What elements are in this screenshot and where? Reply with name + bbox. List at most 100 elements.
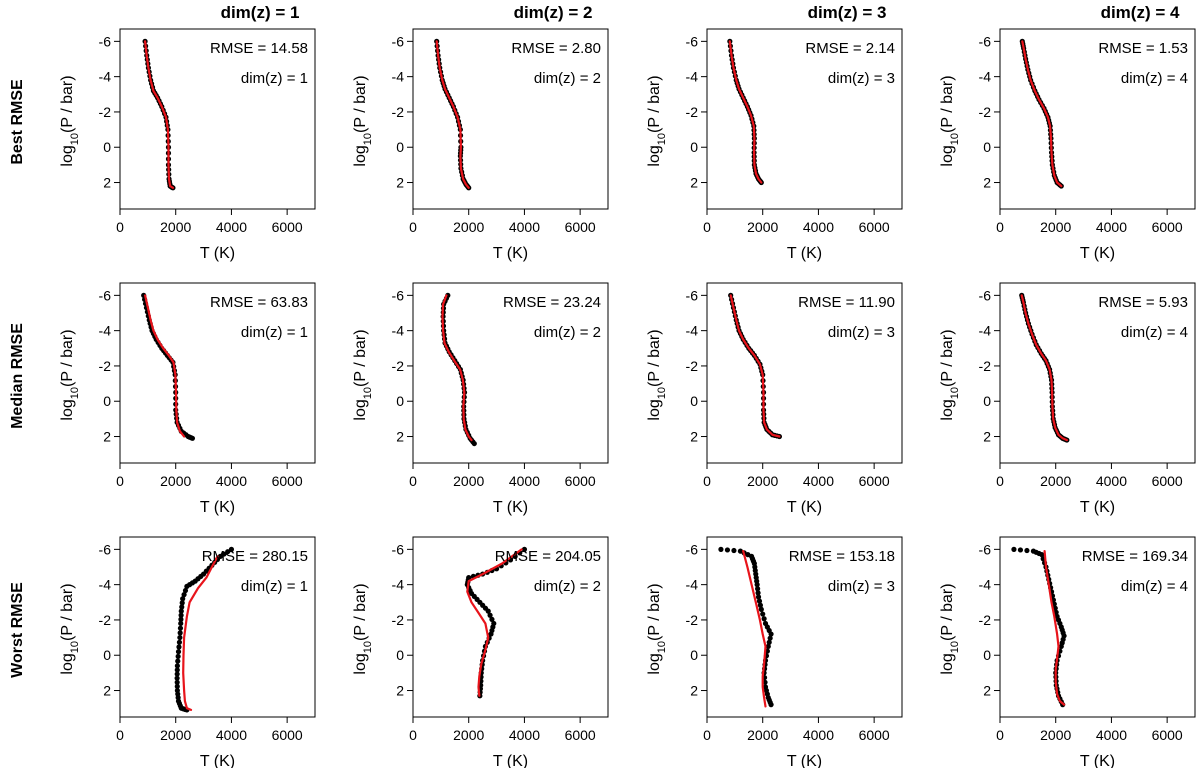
- y-tick-label: -2: [99, 612, 112, 628]
- y-tick-label: 0: [396, 647, 404, 663]
- y-tick-label: -4: [392, 577, 405, 593]
- x-tick-label: 4000: [216, 219, 247, 235]
- y-tick-label: -4: [99, 323, 112, 339]
- plot-frame: [412, 536, 609, 718]
- data-point: [758, 606, 764, 612]
- panel-3-4: -6 -4 -2 0 2 0 2000 4000 6000 T (K) log10(P / bar)…: [939, 536, 1196, 768]
- x-tick-label: 4000: [509, 219, 540, 235]
- y-tick-label: -6: [979, 33, 992, 49]
- y-axis-label-rest: (P / bar): [939, 75, 956, 133]
- rmse-annotation: RMSE = 2.14: [805, 40, 895, 57]
- y-tick-label: -2: [686, 104, 699, 120]
- column-title-3: dim(z) = 3: [808, 3, 887, 22]
- x-tick-label: 0: [116, 473, 124, 489]
- y-tick-label: 2: [103, 175, 111, 191]
- x-axis-label: T (K): [1080, 499, 1115, 516]
- y-tick-label: -6: [99, 541, 112, 557]
- y-tick-label: 0: [983, 647, 991, 663]
- data-points: [440, 292, 477, 447]
- y-axis-label-main: log: [939, 399, 956, 420]
- x-tick-label: 6000: [859, 219, 890, 235]
- x-tick-label: 2000: [1040, 219, 1071, 235]
- x-tick-label: 4000: [216, 727, 247, 743]
- panel-1-4: -6 -4 -2 0 2 0 2000 4000 6000 T (K) log10(P / bar)…: [939, 28, 1196, 262]
- model-line: [435, 40, 470, 189]
- x-tick-label: 6000: [565, 219, 596, 235]
- rmse-annotation: RMSE = 14.58: [210, 40, 308, 57]
- data-point: [750, 558, 757, 564]
- plot-area: [1019, 292, 1070, 443]
- y-axis-label: log10(P / bar): [939, 583, 961, 674]
- y-axis-label: log10(P / bar): [352, 583, 374, 674]
- data-point: [521, 546, 528, 552]
- dim-annotation: dim(z) = 1: [241, 324, 308, 341]
- y-tick-label: 2: [103, 429, 111, 445]
- y-axis-label-rest: (P / bar): [59, 75, 76, 133]
- x-tick-label: 2000: [160, 473, 191, 489]
- panel-1-2: -6 -4 -2 0 2 0 2000 4000 6000 T (K) log10(P / bar)…: [352, 28, 609, 262]
- y-axis-label-main: log: [59, 145, 76, 166]
- data-point: [182, 587, 189, 594]
- y-axis-label: log10(P / bar): [646, 583, 668, 674]
- data-point: [767, 699, 773, 705]
- x-axis-label: T (K): [787, 499, 822, 516]
- x-tick-label: 0: [116, 219, 124, 235]
- data-point: [1059, 640, 1065, 646]
- plot-frame: [119, 536, 316, 718]
- data-point: [178, 612, 184, 618]
- rmse-annotation: RMSE = 153.18: [789, 548, 895, 565]
- y-tick-label: -2: [979, 104, 992, 120]
- x-tick-label: 6000: [565, 473, 596, 489]
- data-point: [756, 598, 763, 604]
- model-line: [728, 40, 763, 184]
- y-axis-label-rest: (P / bar): [646, 329, 663, 387]
- data-point: [1036, 550, 1042, 557]
- data-point: [188, 435, 194, 441]
- y-axis-label: log10(P / bar): [59, 583, 81, 674]
- row-title-best: Best RMSE: [9, 79, 26, 165]
- data-point: [195, 576, 201, 582]
- data-points: [174, 546, 235, 713]
- column-title-1: dim(z) = 1: [221, 3, 300, 22]
- panel-2-1: -6 -4 -2 0 2 0 2000 4000 6000 T (K) log10(P / bar)…: [59, 282, 316, 516]
- data-point: [175, 694, 181, 701]
- y-tick-label: -4: [979, 577, 992, 593]
- x-axis-label: T (K): [493, 753, 528, 768]
- y-axis-label-subscript: 10: [656, 133, 668, 145]
- data-point: [1017, 547, 1024, 553]
- model-line: [441, 294, 473, 442]
- data-point: [178, 608, 184, 614]
- plot-area: [1011, 546, 1067, 708]
- model-line: [144, 40, 174, 189]
- x-tick-label: 6000: [1152, 473, 1183, 489]
- y-tick-label: -6: [392, 33, 405, 49]
- y-axis-label-subscript: 10: [69, 133, 81, 145]
- data-point: [731, 547, 737, 554]
- data-points: [1011, 546, 1067, 708]
- panel-1-3: -6 -4 -2 0 2 0 2000 4000 6000 T (K) log10(P / bar)…: [646, 28, 903, 262]
- y-axis-label: log10(P / bar): [939, 329, 961, 420]
- y-tick-label: -6: [979, 287, 992, 303]
- y-tick-label: -4: [979, 69, 992, 85]
- x-tick-label: 2000: [453, 473, 484, 489]
- y-axis-label-subscript: 10: [69, 387, 81, 399]
- y-tick-label: 2: [983, 429, 991, 445]
- y-axis-label-main: log: [646, 399, 663, 420]
- y-tick-label: -6: [99, 287, 112, 303]
- x-tick-label: 6000: [1152, 219, 1183, 235]
- x-axis-label: T (K): [787, 753, 822, 768]
- y-tick-label: -2: [686, 612, 699, 628]
- panel-3-2: -6 -4 -2 0 2 0 2000 4000 6000 T (K) log10(P / bar)…: [352, 536, 609, 768]
- data-point: [174, 679, 180, 685]
- x-tick-label: 0: [996, 727, 1004, 743]
- y-axis-label-main: log: [646, 145, 663, 166]
- y-tick-label: -4: [979, 323, 992, 339]
- data-point: [174, 675, 180, 681]
- y-tick-label: -6: [392, 541, 405, 557]
- y-axis-label-subscript: 10: [362, 641, 374, 653]
- y-axis-label-subscript: 10: [949, 133, 961, 145]
- rmse-annotation: RMSE = 280.15: [202, 548, 308, 565]
- data-point: [180, 596, 186, 602]
- y-tick-label: 2: [396, 683, 404, 699]
